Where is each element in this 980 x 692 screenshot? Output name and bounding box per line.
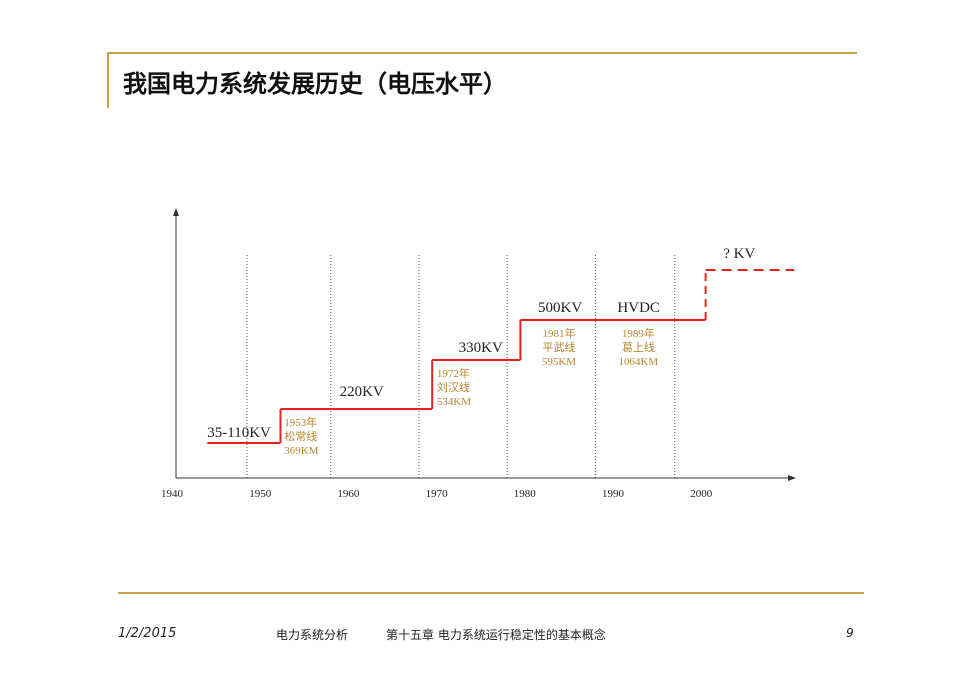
x-tick-label-1950: 1950 xyxy=(249,488,272,500)
voltage-label-2: 330KV xyxy=(459,340,503,356)
footer-page-number: 9 xyxy=(846,626,854,640)
annotation-3-line-0: 1989年 xyxy=(622,326,655,340)
annotation-1-line-0: 1972年 xyxy=(437,366,470,380)
voltage-label-0: 35-110KV xyxy=(207,425,271,441)
x-tick-label-2000: 2000 xyxy=(690,488,713,500)
annotation-0-line-0: 1953年 xyxy=(284,415,317,429)
x-tick-label-1960: 1960 xyxy=(337,488,360,500)
footer-date: 1/2/2015 xyxy=(118,626,177,641)
annotation-2-line-1: 平武线 xyxy=(542,340,575,354)
footer-chapter: 第十五章 电力系统运行稳定性的基本概念 xyxy=(386,628,606,642)
annotation-1-line-2: 534KM xyxy=(437,396,471,408)
voltage-label-3: 500KV xyxy=(538,300,582,316)
title-top-rule xyxy=(107,52,857,54)
title-left-rule xyxy=(107,52,109,108)
footer-course: 电力系统分析 xyxy=(276,628,349,642)
x-tick-label-1980: 1980 xyxy=(514,488,537,500)
x-axis-arrow xyxy=(788,475,796,481)
extra-label-0: HVDC xyxy=(617,300,660,316)
y-axis-arrow xyxy=(173,208,179,216)
annotation-0-line-1: 松常线 xyxy=(284,429,317,443)
annotation-3-line-2: 1064KM xyxy=(618,356,658,368)
voltage-label-4: ? KV xyxy=(723,246,755,262)
x-tick-label-1940: 1940 xyxy=(161,488,184,500)
footer-rule xyxy=(118,592,864,594)
voltage-label-1: 220KV xyxy=(340,384,384,400)
slide-title: 我国电力系统发展历史（电压水平） xyxy=(123,70,507,98)
annotation-2-line-0: 1981年 xyxy=(542,326,575,340)
x-tick-label-1990: 1990 xyxy=(602,488,625,500)
annotation-2-line-2: 595KM xyxy=(542,356,576,368)
annotation-1-line-1: 刘汉线 xyxy=(437,380,470,394)
annotation-0-line-2: 369KM xyxy=(284,445,318,457)
x-tick-label-1970: 1970 xyxy=(426,488,449,500)
annotation-3-line-1: 葛上线 xyxy=(622,340,655,354)
